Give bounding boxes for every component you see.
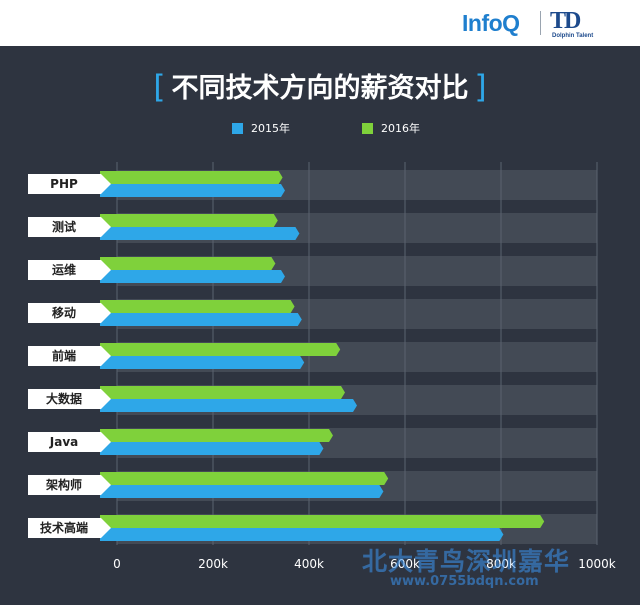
- title-bracket-left: [: [153, 69, 166, 105]
- category-label-pointer: [101, 389, 111, 409]
- legend-item-2016: 2016年: [362, 120, 420, 136]
- watermark-text: 北大青鸟深圳嘉华: [362, 547, 571, 576]
- chart-title-wrap: [不同技术方向的薪资对比]: [0, 66, 640, 105]
- infoq-logo: InfoQ: [462, 10, 520, 36]
- category-label: Java: [49, 435, 78, 449]
- legend-swatch-2015: [232, 122, 243, 134]
- legend-item-2015: 2015年: [232, 120, 290, 136]
- category-label-box: [28, 432, 101, 452]
- category-label-pointer: [101, 475, 111, 495]
- dolphin-talent-logo: TD: [550, 8, 581, 34]
- bar-2016: [100, 300, 295, 313]
- x-tick-label: 400k: [294, 557, 324, 571]
- category-label: PHP: [50, 177, 78, 191]
- x-tick-label: 800k: [486, 557, 516, 571]
- category-label-pointer: [101, 432, 111, 452]
- bar-2015: [100, 313, 302, 326]
- bar-2016: [100, 257, 276, 270]
- category-label-box: [28, 217, 101, 237]
- bar-2015: [100, 184, 285, 197]
- x-tick-label: 1000k: [578, 557, 616, 571]
- dolphin-talent-logo-text: Dolphin Talent: [552, 33, 594, 39]
- category-label-box: [28, 260, 101, 280]
- bar-2016: [100, 472, 389, 485]
- x-tick-label: 200k: [198, 557, 228, 571]
- category-label: 移动: [52, 305, 76, 320]
- bar-2015: [100, 356, 305, 369]
- header-bar: InfoQ TD Dolphin Talent: [0, 0, 640, 46]
- bar-2015: [100, 399, 357, 412]
- category-label-box: [28, 303, 101, 323]
- category-label-box: [28, 174, 101, 194]
- category-label: 架构师: [45, 477, 82, 492]
- legend: 2015年 2016年: [0, 120, 640, 138]
- category-label-pointer: [101, 174, 111, 194]
- bar-2015: [100, 442, 324, 455]
- bar-2015: [100, 485, 384, 498]
- category-label-box: [28, 475, 101, 495]
- category-label: 前端: [52, 348, 76, 363]
- x-tick-label: 600k: [390, 557, 420, 571]
- bar-2015: [100, 270, 285, 283]
- legend-label-2016: 2016年: [381, 122, 420, 135]
- category-label-box: [28, 346, 101, 366]
- category-label-pointer: [101, 518, 111, 538]
- category-label-pointer: [101, 260, 111, 280]
- bar-2016: [100, 386, 345, 399]
- category-label: 运维: [52, 262, 76, 277]
- category-label-pointer: [101, 346, 111, 366]
- legend-swatch-2016: [362, 122, 373, 134]
- logo-divider: [540, 11, 541, 35]
- category-label-pointer: [101, 217, 111, 237]
- category-label-box: [28, 518, 101, 538]
- chart-title: 不同技术方向的薪资对比: [171, 73, 469, 104]
- category-label: 大数据: [46, 391, 82, 406]
- bar-2016: [100, 214, 278, 227]
- bar-2015: [100, 528, 504, 541]
- bar-2016: [100, 343, 341, 356]
- legend-label-2015: 2015年: [251, 122, 290, 135]
- bar-2016: [100, 515, 545, 528]
- bar-2016: [100, 429, 333, 442]
- title-bracket-right: ]: [474, 69, 487, 105]
- bar-2016: [100, 171, 283, 184]
- x-tick-label: 0: [113, 557, 121, 571]
- category-label: 技术高端: [40, 520, 88, 535]
- bar-2015: [100, 227, 300, 240]
- category-label-box: [28, 389, 101, 409]
- category-label-pointer: [101, 303, 111, 323]
- watermark-url: www.0755bdqn.com: [390, 574, 539, 589]
- category-label: 测试: [52, 219, 76, 234]
